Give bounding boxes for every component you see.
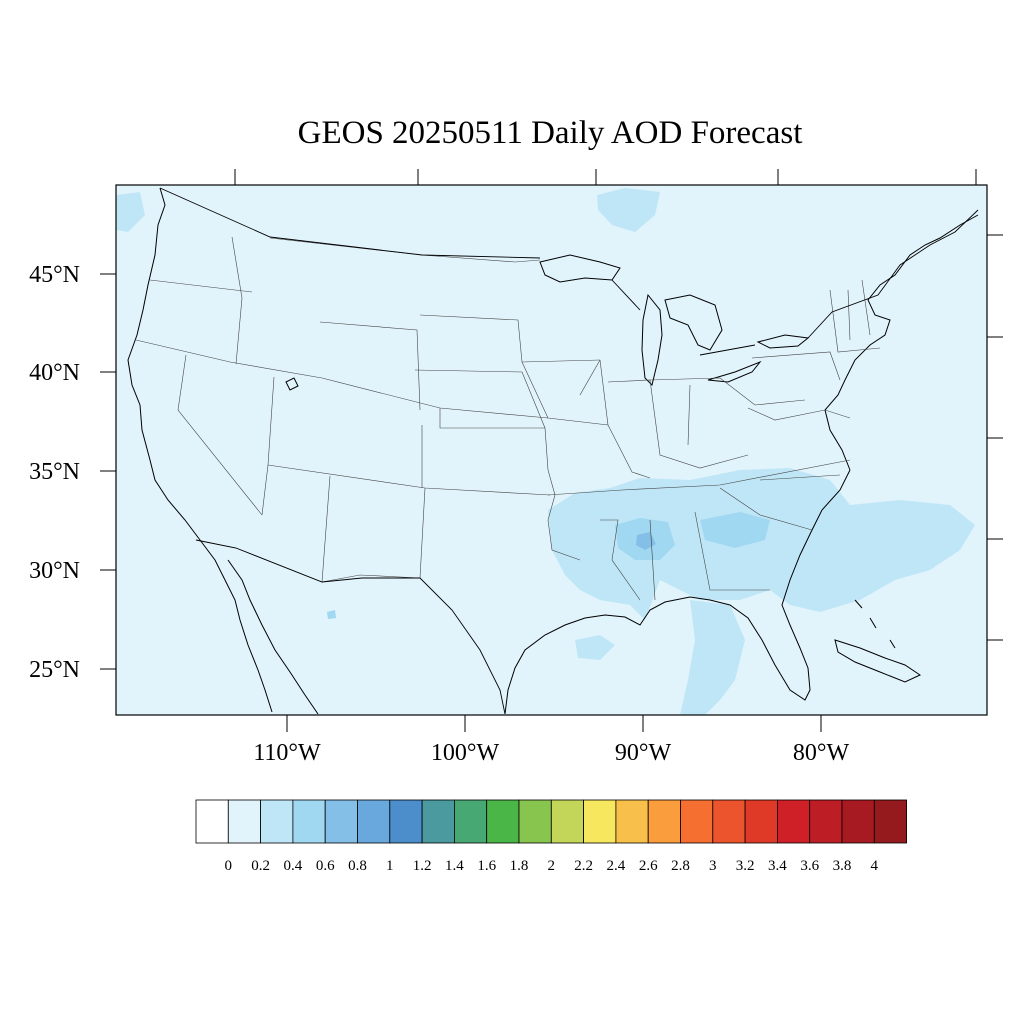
colorbar-swatch [260, 799, 294, 844]
longitude-labels: 110°W 100°W 90°W 80°W [253, 740, 849, 766]
right-latitude-ticks [987, 234, 1003, 641]
colorbar-tick-label: 2.4 [607, 858, 626, 874]
state-boundaries [135, 236, 881, 601]
colorbar-tick-label: 3.8 [833, 858, 852, 874]
aod-plume-gulf-west [575, 635, 615, 660]
aod-plume-northwest [116, 192, 145, 232]
colorbar-swatch [486, 799, 520, 844]
map-panel [116, 185, 987, 715]
colorbar-tick-label: 3.2 [736, 858, 755, 874]
lon-label-80: 80°W [793, 740, 850, 766]
lat-label-25: 25°N [29, 657, 80, 683]
colorbar-swatch [873, 799, 907, 844]
colorbar-swatch [357, 799, 391, 844]
mexico-us-border [195, 539, 506, 715]
colorbar-tick-label: 2 [548, 858, 556, 874]
colorbar-swatch [744, 799, 778, 844]
aod-plume-southeast [548, 468, 975, 620]
colorbar-swatch [777, 799, 811, 844]
colorbar-tick-label: 0.6 [316, 858, 335, 874]
canada-us-border [159, 187, 979, 356]
aod-spot-mexico [327, 610, 336, 619]
baja-east-coastline [227, 559, 319, 715]
colorbar-swatch [292, 799, 326, 844]
top-longitude-ticks [234, 169, 977, 185]
lake-michigan [641, 293, 663, 386]
colorbar-tick-label: 1.4 [445, 858, 464, 874]
colorbar-swatch [453, 799, 488, 844]
lon-label-100: 100°W [431, 740, 500, 766]
country-borders [159, 187, 979, 715]
latitude-labels: 45°N 40°N 35°N 30°N 25°N [29, 262, 80, 683]
colorbar-tick-label: 0.2 [251, 858, 270, 874]
colorbar-swatch [550, 799, 584, 844]
colorbar-swatch [647, 799, 681, 844]
colorbar-tick-label: 1.8 [510, 858, 529, 874]
colorbar-swatch [195, 799, 229, 844]
colorbar-tick-label: 3.6 [800, 858, 819, 874]
colorbar-swatch [421, 799, 455, 844]
map-background-field [116, 185, 987, 715]
pacific-coastline [127, 187, 273, 713]
colorbar-swatch [615, 799, 649, 844]
lat-label-45: 45°N [29, 262, 80, 288]
colorbar-labels: 0 0.2 0.4 0.6 0.8 1 1.2 1.4 1.6 1.8 2 2.2 2.4 2.6 2.8 3… [225, 858, 879, 874]
lake-huron [664, 294, 723, 351]
colorbar-tick-label: 3.4 [768, 858, 787, 874]
aod-plume-gulf [680, 600, 745, 715]
colorbar-swatch [389, 799, 423, 844]
lat-label-35: 35°N [29, 459, 80, 485]
colorbar-tick-label: 3 [709, 858, 717, 874]
lat-label-40: 40°N [29, 360, 80, 386]
colorbar-tick-label: 0.8 [348, 858, 367, 874]
lat-label-30: 30°N [29, 558, 80, 584]
colorbar-swatch [583, 799, 617, 844]
colorbar-tick-label: 2.8 [671, 858, 690, 874]
map-frame [115, 184, 988, 716]
colorbar-tick-label: 1 [386, 858, 394, 874]
colorbar-tick-label: 0 [225, 858, 233, 874]
lon-label-110: 110°W [253, 740, 321, 766]
aod-plume-georgia-core [700, 512, 770, 548]
colorbar-tick-label: 2.2 [574, 858, 593, 874]
colorbar-tick-label: 1.6 [477, 858, 496, 874]
colorbar-tick-label: 1.2 [413, 858, 432, 874]
colorbar-tick-label: 4 [871, 858, 879, 874]
left-latitude-ticks [100, 273, 116, 670]
aod-plume-ontario [597, 188, 660, 232]
cuba-coastline [834, 639, 922, 683]
colorbar-tick-label: 2.6 [639, 858, 658, 874]
colorbar-swatch [324, 799, 358, 844]
lake-ontario [756, 334, 810, 349]
gulf-coastline [504, 469, 851, 715]
bottom-longitude-ticks [286, 715, 822, 732]
colorbar-swatch [841, 799, 875, 844]
colorbar-swatch [227, 799, 262, 844]
colorbar-swatch [518, 799, 552, 844]
lon-label-90: 90°W [615, 740, 672, 766]
great-salt-lake [285, 377, 299, 391]
colorbar-swatch [809, 799, 843, 844]
colorbar [195, 799, 907, 844]
colorbar-swatch [680, 799, 714, 844]
bahamas-coastline [854, 599, 896, 649]
colorbar-tick-label: 0.4 [284, 858, 303, 874]
page-title: GEOS 20250511 Daily AOD Forecast [298, 115, 803, 151]
colorbar-swatch [712, 799, 746, 844]
